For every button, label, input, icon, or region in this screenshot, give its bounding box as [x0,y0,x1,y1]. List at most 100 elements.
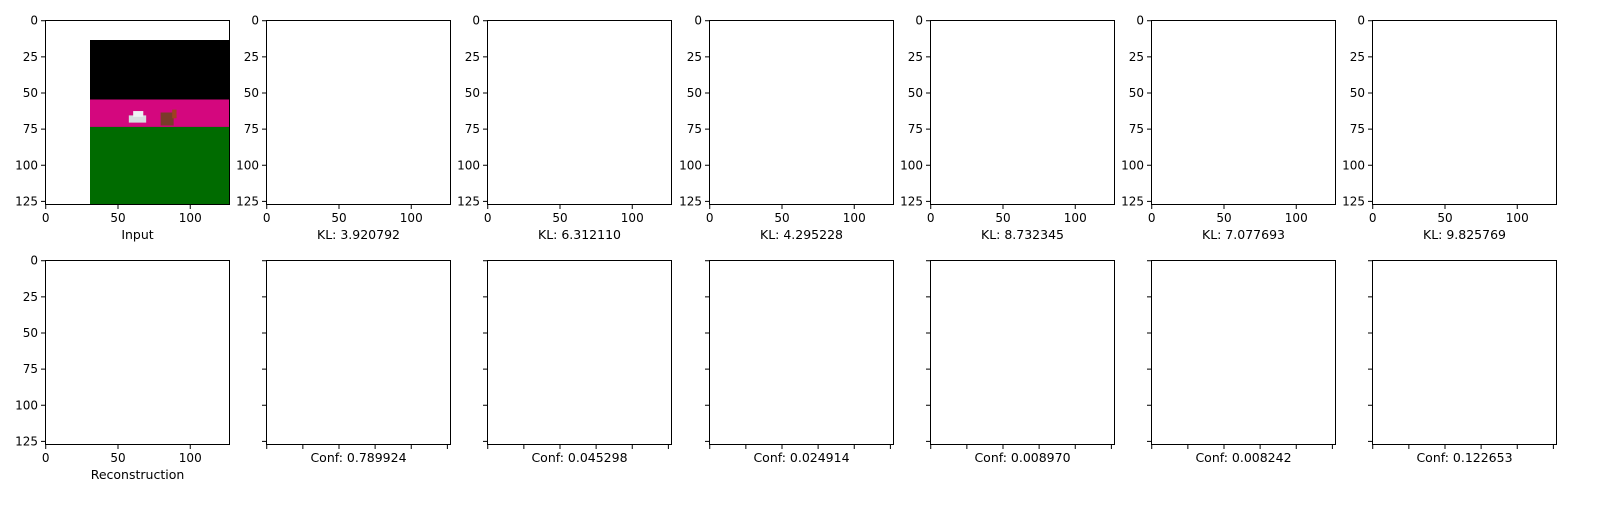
y-tick-label: 0 [694,14,702,28]
panel-r2-c6: Conf: 0.008242 [1147,260,1336,465]
x-tick-label: 100 [1285,211,1308,225]
box-edge [172,109,177,119]
y-tick-label: 125 [900,194,923,208]
band-heat [709,342,894,356]
panel-frame [266,20,451,205]
panel-image [266,260,451,445]
x-tick-label: 50 [1216,211,1231,225]
y-tick-label: 75 [1350,122,1365,136]
x-tick-label: 50 [995,211,1010,225]
panel-image [487,20,672,205]
panel-image [1151,20,1336,205]
x-tick-label: 100 [179,211,202,225]
background [930,20,1115,205]
road-top [930,104,1115,108]
box-low [611,350,624,362]
panel-image [54,40,230,205]
panel-label: KL: 9.825769 [1423,227,1506,242]
y-tick-label: 100 [457,158,480,172]
x-tick-label: 50 [110,211,125,225]
ground-mask [266,127,451,205]
x-tick-label: 50 [331,211,346,225]
y-tick-label: 25 [23,290,38,304]
y-tick-label: 125 [1121,194,1144,208]
panel-frame [930,20,1115,205]
x-tick-label: 100 [621,211,644,225]
panel-frame [1151,260,1336,445]
y-tick-label: 50 [1350,86,1365,100]
band-edge [266,364,451,370]
y-tick-label: 75 [23,362,38,376]
y-tick-label: 125 [15,194,38,208]
pole-object [54,86,61,138]
panel-label: KL: 8.732345 [981,227,1064,242]
x-tick-label: 100 [179,451,202,465]
panel-image [930,20,1115,205]
y-tick-label: 100 [15,398,38,412]
panel-r2-c3: Conf: 0.045298 [483,260,672,465]
road-band [45,339,230,366]
y-tick-label: 0 [915,14,923,28]
car-low [796,347,810,359]
y-tick-label: 0 [30,254,38,268]
panel-image [709,20,894,205]
y-tick-label: 100 [15,158,38,172]
heatmap [709,260,894,445]
ground-mask [1372,133,1557,205]
road-band [90,99,230,127]
ground-region [90,126,230,205]
panel-image [1372,260,1557,445]
box-bright [395,347,407,361]
road-top [487,99,672,103]
y-tick-label: 0 [1136,14,1144,28]
ground-region [45,367,230,445]
ground-heat [1372,370,1557,445]
x-tick-label: 50 [774,211,789,225]
y-tick-label: 75 [687,122,702,136]
y-tick-label: 0 [251,14,259,28]
y-tick-label: 125 [1342,194,1365,208]
background [266,20,451,205]
x-tick-label: 100 [400,211,423,225]
background [1151,20,1336,205]
car-body [128,115,147,123]
car-peak [1239,353,1251,359]
y-tick-label: 25 [23,50,38,64]
y-tick-label: 100 [900,158,923,172]
x-tick-label: 0 [1369,211,1377,225]
y-tick-label: 125 [679,194,702,208]
y-tick-label: 100 [236,158,259,172]
y-tick-label: 75 [23,122,38,136]
x-tick-label: 0 [484,211,492,225]
panel-label: KL: 7.077693 [1202,227,1285,242]
x-tick-label: 0 [263,211,271,225]
y-tick-label: 100 [679,158,702,172]
panel-r2-c1: 0 25 50 75 100 125 0 50 100 Reconstruction [15,254,230,482]
pole-object [54,326,61,378]
panel-frame [1372,260,1557,445]
car-hole [575,111,594,123]
background [1151,260,1336,445]
car-top [133,351,143,357]
y-tick-label: 25 [465,50,480,64]
band-high [266,339,451,366]
y-tick-label: 100 [1121,158,1144,172]
panel-image [1151,260,1336,445]
y-tick-label: 25 [908,50,923,64]
ground-edge [266,127,451,131]
box-object [160,112,174,126]
car-top [1239,108,1249,114]
y-tick-label: 0 [30,14,38,28]
y-tick-label: 50 [465,86,480,100]
panel-r2-c7: Conf: 0.122653 [1368,260,1557,465]
pole-low [275,326,285,379]
panel-r2-c2: Conf: 0.789924 [262,260,451,465]
box-object [161,353,174,366]
panel-r2-c5: Conf: 0.008970 [926,260,1115,465]
car-top [133,111,144,117]
panel-image [1372,20,1557,205]
y-tick-label: 50 [23,326,38,340]
